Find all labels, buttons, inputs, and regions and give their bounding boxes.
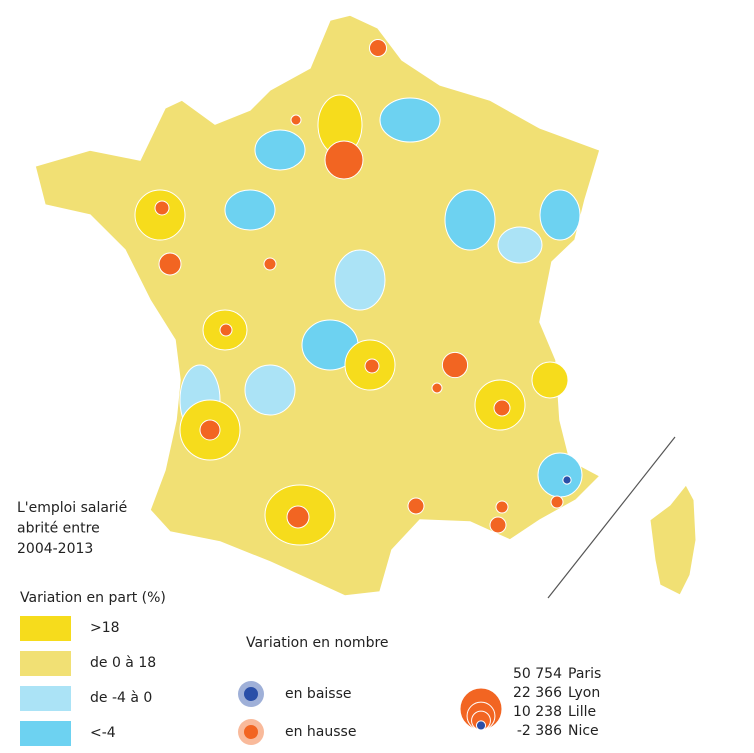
legend-swatch [20, 616, 71, 641]
size-legend-city: Lyon [568, 685, 600, 701]
corsica [649, 484, 697, 596]
legends: Variation en part (%) >18 de 0 à 18 de -4 à… [20, 590, 601, 746]
legend-dot [244, 725, 258, 739]
size-legend-city: Nice [568, 723, 599, 739]
city-dots [154, 114, 564, 534]
size-legend-value: 50 754 [513, 666, 562, 682]
size-legend-value: -2 386 [517, 723, 562, 739]
city-circles [324, 38, 572, 485]
size-legend-value: 10 238 [513, 704, 562, 720]
legend-label: <-4 [90, 725, 116, 741]
legend-title: Variation en nombre [246, 635, 389, 651]
legend-swatch [20, 721, 71, 746]
size-legend-city: Lille [568, 704, 596, 720]
legend-label: en baisse [285, 686, 352, 702]
title-line: abrité entre [17, 521, 100, 537]
legend-label: en hausse [285, 724, 356, 740]
city-circle [324, 140, 364, 180]
legend-swatch [20, 686, 71, 711]
legend-label: de -4 à 0 [90, 690, 152, 706]
city-circle [562, 475, 572, 485]
city-circle [368, 38, 388, 58]
legend-title: Variation en part (%) [20, 590, 166, 606]
title-line: L'emploi salarié [17, 500, 127, 516]
corsica-separator [547, 436, 676, 599]
legend-label: de 0 à 18 [90, 655, 156, 671]
city-circle [441, 351, 469, 379]
legend-label: >18 [90, 620, 120, 636]
france-mainland [34, 14, 602, 597]
legend-swatch [20, 651, 71, 676]
title-line: 2004-2013 [17, 541, 93, 557]
legend-dot [244, 687, 258, 701]
size-legend-city: Paris [568, 666, 601, 682]
title: L'emploi salarié abrité entre 2004-2013 [17, 500, 127, 557]
size-legend-circle [475, 720, 487, 731]
map [34, 14, 697, 597]
size-legend-value: 22 366 [513, 685, 562, 701]
